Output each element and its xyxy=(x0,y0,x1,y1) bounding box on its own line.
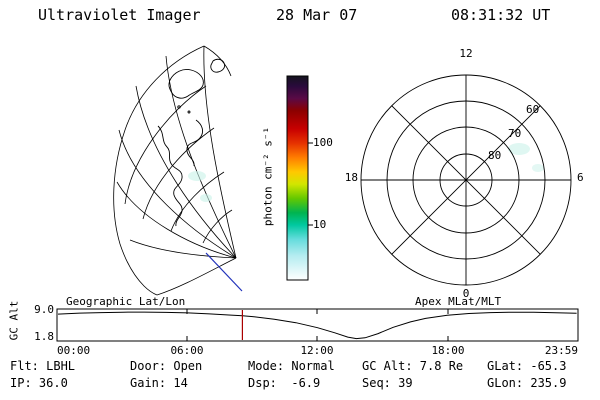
gcalt-field: GC Alt: 7.8 Re xyxy=(362,359,464,373)
geo-emission-blob xyxy=(188,171,212,202)
ut-time-label: 08:31:32 UT xyxy=(451,6,551,24)
colorbar-gradient-rect xyxy=(286,75,309,281)
mlt-label-0: 0 xyxy=(462,287,470,300)
timeseries-panel xyxy=(56,308,579,342)
gain-field: Gain: 14 xyxy=(130,376,188,390)
colorbar-tick-label-10: 10 xyxy=(313,218,327,231)
glat-field: GLat: -65.3 xyxy=(487,359,567,373)
flt-field: Flt: LBHL xyxy=(10,359,76,373)
polar-emission-blob xyxy=(508,143,530,155)
mlt-label-6: 6 xyxy=(577,171,584,184)
xtick-label: 06:00 xyxy=(170,344,204,357)
coastlines xyxy=(157,58,226,227)
date-label: 28 Mar 07 xyxy=(276,6,358,24)
gc-alt-axis-label: GC Alt xyxy=(7,300,21,341)
glon-field: GLon: 235.9 xyxy=(487,376,567,390)
mlat-ring-label-70: 70 xyxy=(508,127,522,140)
xtick-label: 23:59 xyxy=(544,344,578,357)
geo-map-grid xyxy=(113,45,237,296)
orbit-track-segment xyxy=(205,252,243,292)
mlt-label-12: 12 xyxy=(459,47,473,60)
altitude-curve xyxy=(57,311,577,340)
mode-field: Mode: Normal xyxy=(248,359,335,373)
dsp-field: Dsp: -6.9 xyxy=(248,376,321,390)
xtick-label: 00:00 xyxy=(57,344,91,357)
xtick-label: 18:00 xyxy=(431,344,465,357)
timeseries-axis-ticks xyxy=(186,309,449,341)
ytick-label-top: 9.0 xyxy=(34,303,54,316)
polar-emission-blob xyxy=(532,164,544,172)
ip-field: IP: 36.0 xyxy=(10,376,68,390)
mlat-ring-label-80: 80 xyxy=(488,149,502,162)
geo-panel-label: Geographic Lat/Lon xyxy=(66,295,186,308)
colorbar xyxy=(286,75,313,281)
apex-panel-label: Apex MLat/MLT xyxy=(415,295,502,308)
colorbar-tick-label-100: 100 xyxy=(313,136,333,149)
seq-field: Seq: 39 xyxy=(362,376,413,390)
polar-grid xyxy=(360,74,572,286)
mlt-label-18: 18 xyxy=(344,171,358,184)
xtick-label: 12:00 xyxy=(300,344,334,357)
app-title: Ultraviolet Imager xyxy=(38,6,201,24)
polar-spoke xyxy=(391,105,541,255)
door-field: Door: Open xyxy=(130,359,203,373)
ytick-label-bottom: 1.8 xyxy=(34,330,54,343)
mlat-ring-label-60: 60 xyxy=(526,103,540,116)
colorbar-unit-label: photon cm⁻² s⁻¹ xyxy=(261,126,275,227)
